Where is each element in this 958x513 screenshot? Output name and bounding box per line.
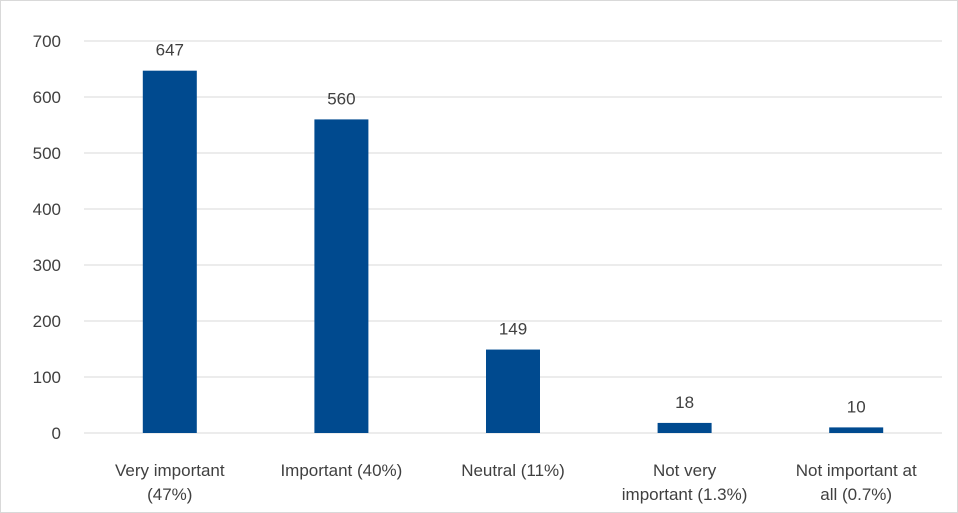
y-tick-label: 0: [52, 424, 61, 443]
bar: [657, 422, 712, 433]
category-label-line: all (0.7%): [820, 485, 892, 504]
category-label: Very important (47%): [115, 461, 225, 504]
data-labels: 647 560 149 18 10: [156, 41, 866, 417]
category-label-line: Very important: [115, 461, 225, 480]
category-label: Neutral (11%): [461, 461, 565, 480]
y-tick-label: 400: [33, 200, 61, 219]
category-label: Not important at all (0.7%): [796, 461, 917, 504]
gridlines: [84, 40, 942, 434]
bar: [829, 427, 884, 433]
category-label-line: Not important at: [796, 461, 917, 480]
category-label: Important (40%): [280, 461, 402, 480]
data-label: 10: [847, 397, 866, 416]
y-tick-label: 100: [33, 368, 61, 387]
category-label-line: Important (40%): [280, 461, 402, 480]
y-tick-label: 700: [33, 32, 61, 51]
category-label-line: Neutral (11%): [461, 461, 565, 480]
data-label: 647: [156, 41, 184, 60]
bars: [142, 70, 884, 434]
data-label: 18: [675, 393, 694, 412]
category-label-line: Not very: [653, 461, 717, 480]
data-label: 560: [327, 89, 355, 108]
y-axis-ticks: 0 100 200 300 400 500 600 700: [33, 32, 61, 443]
category-label-line: (47%): [147, 485, 192, 504]
bar: [486, 349, 540, 433]
y-tick-label: 600: [33, 88, 61, 107]
bar: [142, 70, 197, 434]
category-label: Not very important (1.3%): [622, 461, 748, 504]
y-tick-label: 200: [33, 312, 61, 331]
category-label-line: important (1.3%): [622, 485, 748, 504]
y-tick-label: 300: [33, 256, 61, 275]
category-labels: Very important (47%) Important (40%) Neutra…: [115, 461, 917, 504]
data-label: 149: [499, 320, 527, 339]
y-tick-label: 500: [33, 144, 61, 163]
bar: [314, 119, 369, 434]
